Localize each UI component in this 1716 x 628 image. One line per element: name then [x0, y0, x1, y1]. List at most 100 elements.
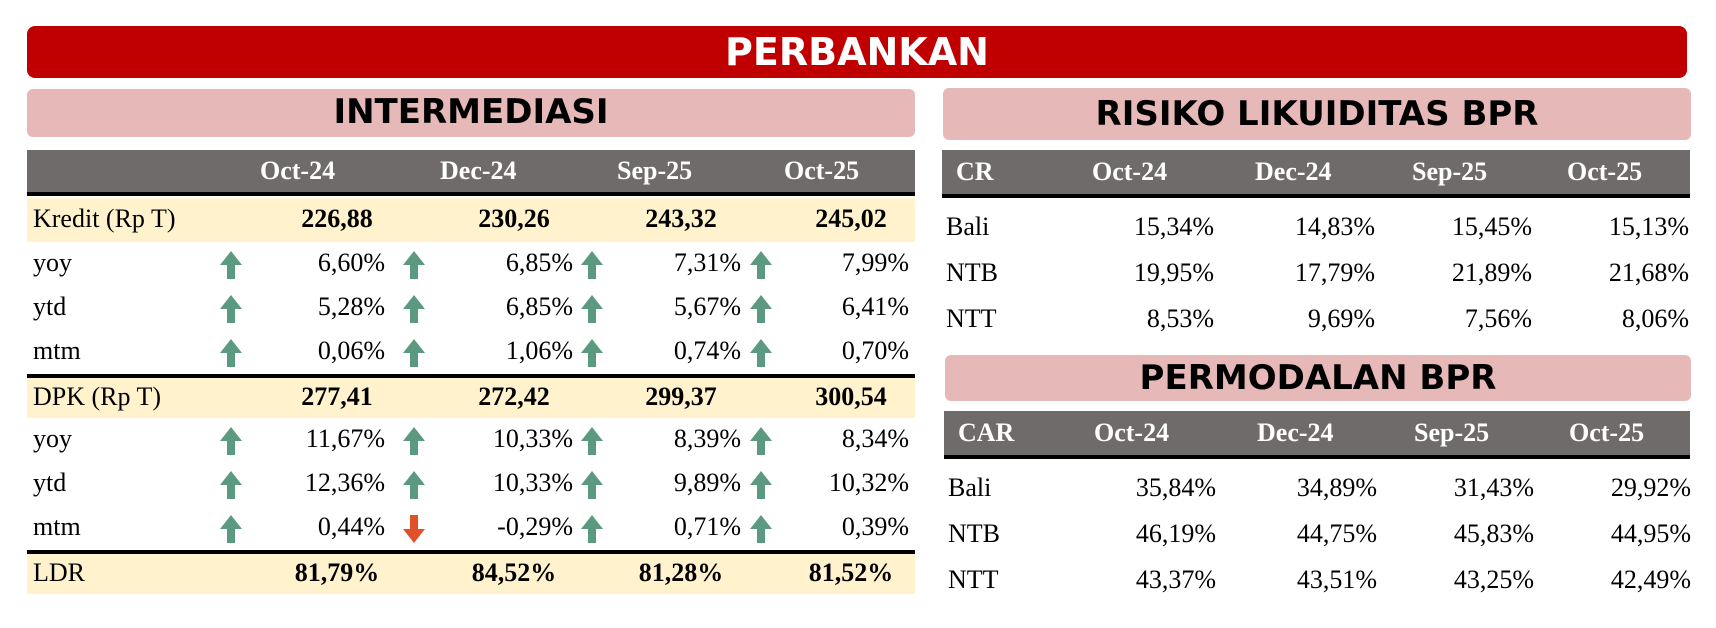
permodalan-header: CAR Oct-24 Dec-24 Sep-25 Oct-25 [944, 411, 1690, 459]
column-header: Dec-24 [1255, 157, 1332, 186]
ratio-value: 15,45% [1451, 212, 1532, 241]
arrow-up-icon [581, 338, 603, 367]
growth-value: 0,70% [841, 336, 909, 365]
growth-value: 5,28% [317, 292, 385, 321]
ratio-value: 8,06% [1621, 304, 1689, 333]
growth-value: 1,06% [505, 336, 573, 365]
region-label: NTT [946, 304, 997, 333]
ratio-value: 45,83% [1453, 519, 1534, 548]
growth-value: 8,34% [841, 424, 909, 453]
arrow-up-icon [403, 294, 425, 323]
growth-value: 6,60% [317, 248, 385, 277]
column-header: Sep-25 [1414, 418, 1490, 447]
arrow-up-icon [220, 514, 242, 543]
column-header: Oct-25 [1569, 418, 1645, 447]
row-label: yoy [33, 424, 72, 453]
intermediasi-header: Oct-24 Dec-24 Sep-25 Oct-25 [27, 150, 915, 196]
arrow-up-icon [581, 426, 603, 455]
growth-value: 0,44% [317, 512, 385, 541]
ratio-value: 43,37% [1135, 565, 1216, 594]
arrow-up-icon [750, 470, 772, 499]
summary-value: 245,02 [815, 204, 887, 233]
summary-value: 243,32 [645, 204, 717, 233]
ratio-value: 8,53% [1146, 304, 1214, 333]
summary-value: 81,28% [638, 558, 724, 587]
arrow-up-icon [581, 250, 603, 279]
region-label: Bali [948, 473, 992, 502]
table-row: NTB 46,19% 44,75% 45,83% 44,95% [944, 511, 1691, 557]
ratio-value: 35,84% [1135, 473, 1216, 502]
summary-row: Kredit (Rp T) 226,88 230,26 243,32 245,02 [27, 198, 915, 242]
column-header: Oct-24 [1094, 418, 1170, 447]
region-label: NTB [948, 519, 1000, 548]
table-row: Bali 35,84% 34,89% 31,43% 29,92% [944, 465, 1691, 511]
region-label: Bali [946, 212, 990, 241]
ratio-value: 44,75% [1296, 519, 1377, 548]
ratio-value: 31,43% [1453, 473, 1534, 502]
arrow-up-icon [220, 250, 242, 279]
ratio-value: 29,92% [1610, 473, 1691, 502]
growth-value: 6,85% [505, 292, 573, 321]
period-header: Oct-25 [784, 156, 860, 185]
likuiditas-title: RISIKO LIKUIDITAS BPR [943, 88, 1691, 140]
permodalan-title: PERMODALAN BPR [945, 355, 1691, 401]
growth-value: -0,29% [497, 512, 573, 541]
ratio-value: 14,83% [1294, 212, 1375, 241]
row-label: ytd [33, 468, 67, 497]
arrow-up-icon [581, 294, 603, 323]
growth-value: 10,33% [492, 424, 573, 453]
ratio-value: 44,95% [1610, 519, 1691, 548]
likuiditas-header: CR Oct-24 Dec-24 Sep-25 Oct-25 [942, 150, 1690, 198]
arrow-up-icon [220, 470, 242, 499]
row-label: ytd [33, 292, 67, 321]
growth-row: mtm 0,06% 1,06% 0,74% 0,70% [27, 330, 915, 374]
ratio-value: 9,69% [1307, 304, 1375, 333]
column-header: Oct-24 [1092, 157, 1168, 186]
growth-value: 9,89% [673, 468, 741, 497]
ratio-value: 15,34% [1133, 212, 1214, 241]
growth-value: 5,67% [673, 292, 741, 321]
arrow-up-icon [403, 250, 425, 279]
row-label: mtm [33, 512, 81, 541]
summary-value: 81,52% [808, 558, 894, 587]
arrow-up-icon [581, 470, 603, 499]
growth-value: 10,33% [492, 468, 573, 497]
period-header: Dec-24 [440, 156, 517, 185]
period-header: Oct-24 [260, 156, 336, 185]
arrow-up-icon [220, 426, 242, 455]
table-row: Bali 15,34% 14,83% 15,45% 15,13% [942, 204, 1690, 250]
arrow-up-icon [750, 250, 772, 279]
row-label: Kredit (Rp T) [33, 204, 176, 233]
ratio-value: 46,19% [1135, 519, 1216, 548]
growth-value: 0,39% [841, 512, 909, 541]
column-header: Oct-25 [1567, 157, 1643, 186]
growth-value: 10,32% [828, 468, 909, 497]
arrow-up-icon [403, 426, 425, 455]
column-header: CR [956, 157, 994, 186]
summary-value: 299,37 [645, 382, 717, 411]
summary-value: 272,42 [478, 382, 550, 411]
arrow-up-icon [750, 294, 772, 323]
growth-row: yoy 6,60% 6,85% 7,31% 7,99% [27, 242, 915, 286]
arrow-up-icon [750, 426, 772, 455]
growth-value: 0,74% [673, 336, 741, 365]
column-header: Sep-25 [1412, 157, 1488, 186]
arrow-up-icon [220, 338, 242, 367]
growth-value: 6,85% [505, 248, 573, 277]
arrow-up-icon [581, 514, 603, 543]
arrow-down-icon [403, 514, 425, 543]
growth-row: ytd 5,28% 6,85% 5,67% 6,41% [27, 286, 915, 330]
region-label: NTT [948, 565, 999, 594]
ratio-value: 42,49% [1610, 565, 1691, 594]
growth-value: 7,99% [841, 248, 909, 277]
summary-value: 226,88 [301, 204, 373, 233]
table-row: NTB 19,95% 17,79% 21,89% 21,68% [942, 250, 1690, 296]
arrow-up-icon [750, 338, 772, 367]
growth-value: 0,06% [317, 336, 385, 365]
ratio-value: 7,56% [1464, 304, 1532, 333]
arrow-up-icon [403, 470, 425, 499]
growth-value: 7,31% [673, 248, 741, 277]
row-label: yoy [33, 248, 72, 277]
page-banner: PERBANKAN [27, 26, 1687, 78]
growth-row: mtm 0,44% -0,29% 0,71% 0,39% [27, 506, 915, 550]
